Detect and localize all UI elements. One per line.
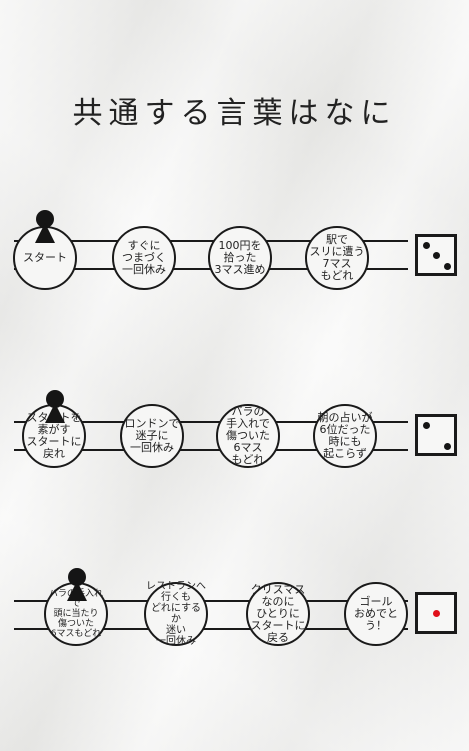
rail-top-2 (14, 421, 408, 423)
die-icon[interactable] (415, 592, 457, 634)
board-cell[interactable]: すぐに つまづく 一回休み (112, 226, 176, 290)
page-title: 共通する言葉はなに (72, 96, 397, 131)
die-icon[interactable] (415, 234, 457, 276)
game-piece-icon[interactable] (67, 568, 87, 602)
rail-top-3 (14, 600, 408, 602)
board-cell[interactable]: クリスマス なのに ひとりに スタートに 戻る (246, 582, 310, 646)
game-piece-icon[interactable] (45, 390, 65, 424)
rail-bottom-2 (14, 449, 408, 451)
board-cell[interactable]: バラの 手入れで 傷ついた 6マス もどれ (216, 404, 280, 468)
rail-top-1 (14, 240, 408, 242)
board-cell[interactable]: ロンドンで 迷子に 一回休み (120, 404, 184, 468)
die-icon[interactable] (415, 414, 457, 456)
board-cell[interactable]: 駅で スリに遭う 7マス もどれ (305, 226, 369, 290)
board-cell[interactable]: 朝の占いが 6位だった 時にも 起こらず (313, 404, 377, 468)
board-cell[interactable]: ゴール おめでとう！ (344, 582, 408, 646)
game-piece-icon[interactable] (35, 210, 55, 244)
board-cell[interactable]: 100円を 拾った 3マス進め (208, 226, 272, 290)
rail-bottom-3 (14, 628, 408, 630)
board-cell[interactable]: レストランへ 行くも どれにするか 迷い 一回休み (144, 581, 208, 647)
